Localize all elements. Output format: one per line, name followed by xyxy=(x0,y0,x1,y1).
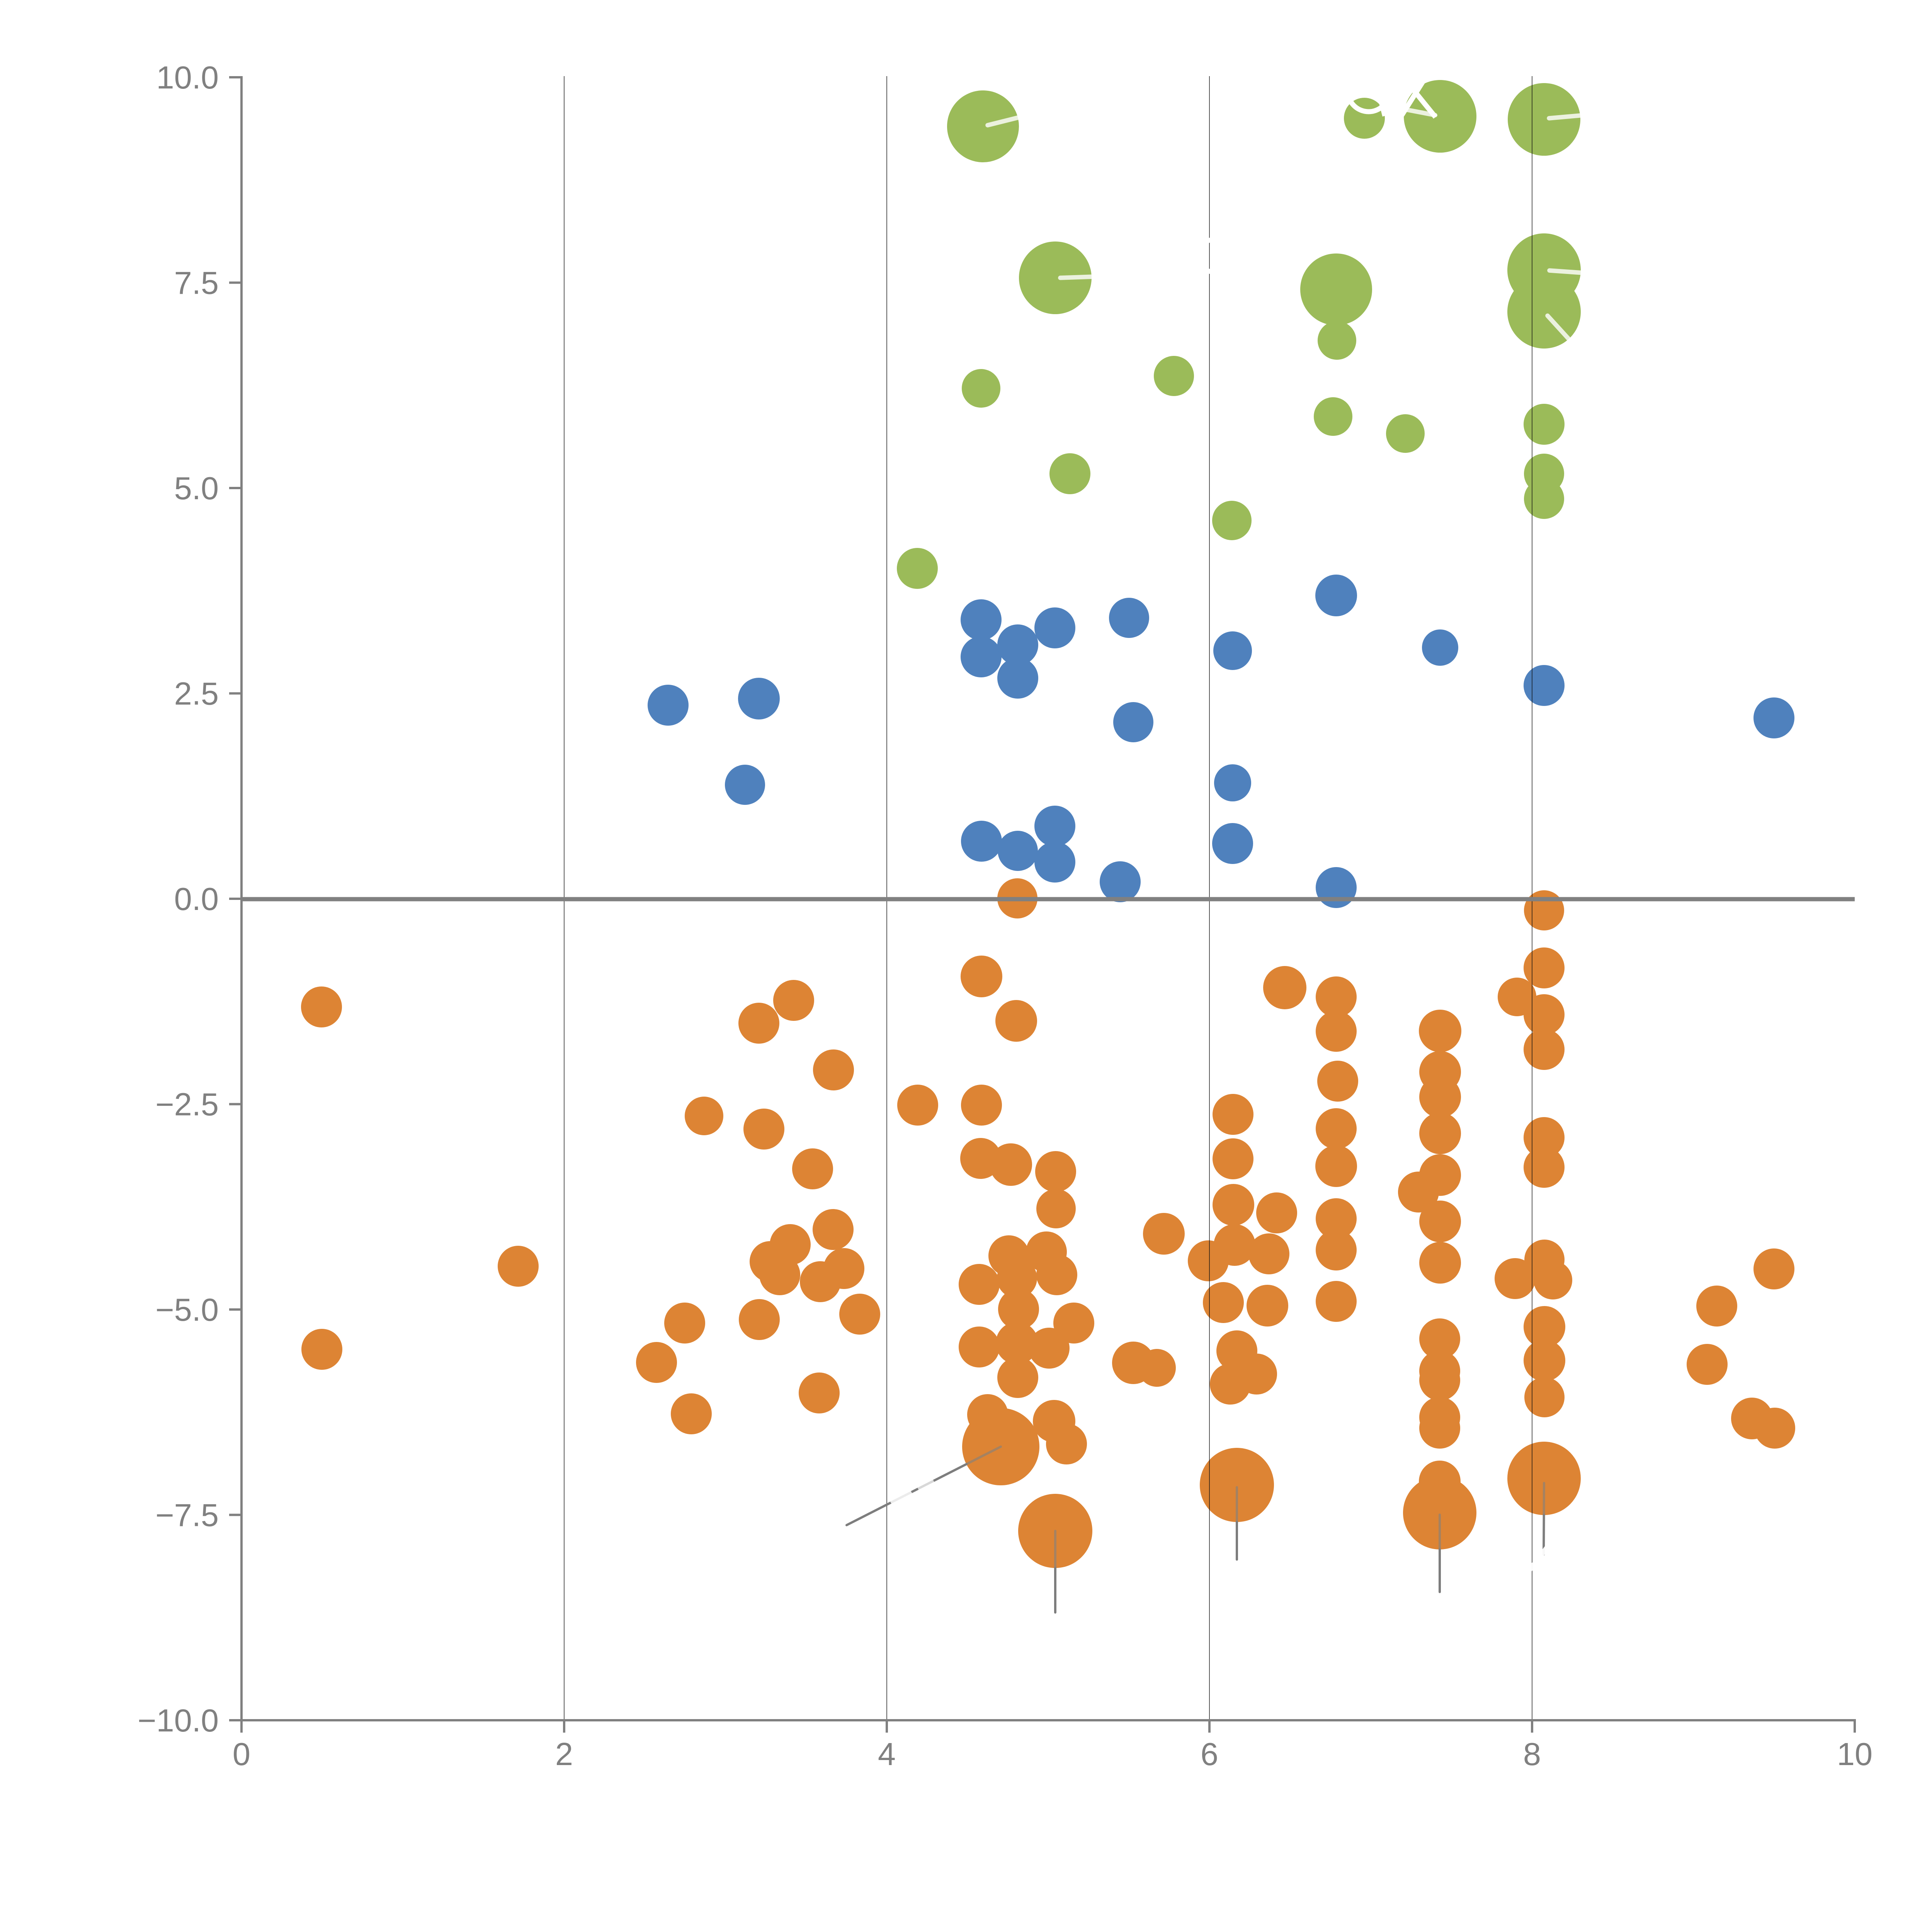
svg-text:−7.5: −7.5 xyxy=(155,1497,219,1533)
svg-text:10.0: 10.0 xyxy=(156,60,219,95)
svg-text:4: 4 xyxy=(878,1736,896,1772)
svg-text:10: 10 xyxy=(1837,1736,1872,1772)
svg-text:7.5: 7.5 xyxy=(174,265,219,301)
svg-text:0: 0 xyxy=(233,1736,250,1772)
svg-text:−2.5: −2.5 xyxy=(155,1087,219,1122)
svg-text:0.0: 0.0 xyxy=(174,881,219,917)
svg-text:−10.0: −10.0 xyxy=(138,1702,219,1738)
svg-text:−5.0: −5.0 xyxy=(155,1292,219,1328)
svg-text:5.0: 5.0 xyxy=(174,470,219,506)
svg-text:2.5: 2.5 xyxy=(174,676,219,712)
svg-text:8: 8 xyxy=(1523,1736,1541,1772)
svg-text:2: 2 xyxy=(555,1736,573,1772)
svg-text:6: 6 xyxy=(1201,1736,1218,1772)
